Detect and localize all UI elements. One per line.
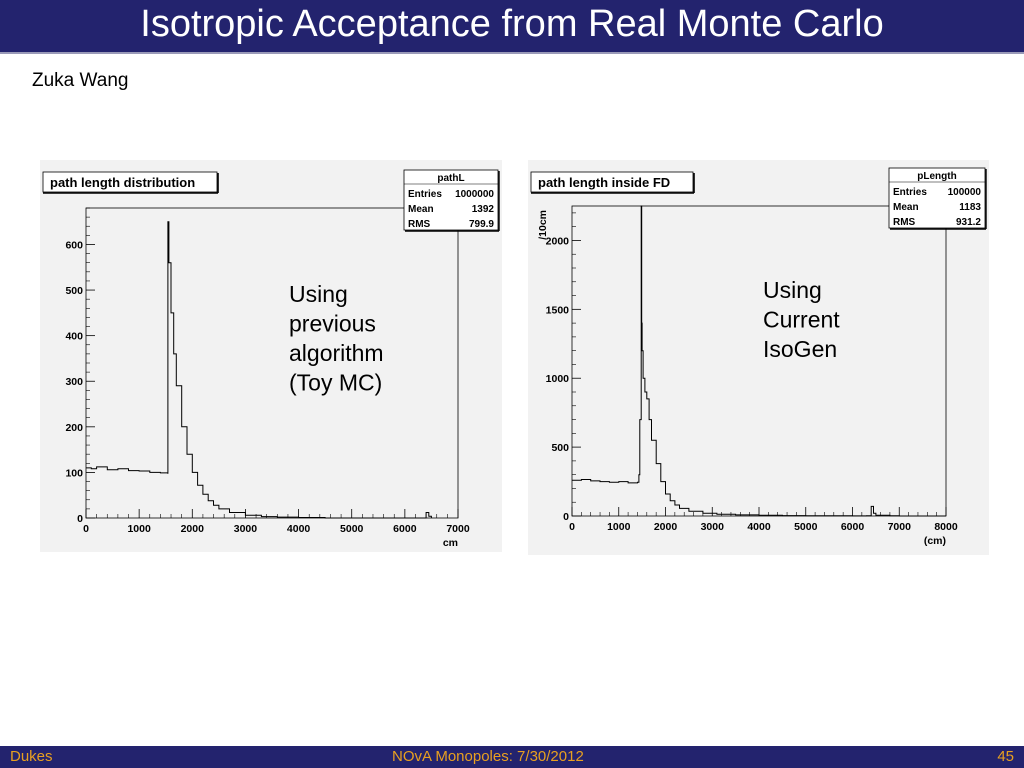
annotation-line: algorithm (289, 340, 384, 366)
y-tick-label: 600 (65, 239, 83, 251)
stats-box: pLength Entries 100000 Mean 1183 RMS 931.2 (888, 167, 987, 230)
page-title: Isotropic Acceptance from Real Monte Car… (140, 3, 884, 45)
stats-label: Mean (893, 202, 919, 213)
y-tick-label: 500 (551, 442, 569, 454)
chart-svg: 0 1000 2000 3000 4000 5000 6000 7000 0 100 200 300 4… (42, 169, 500, 549)
x-tick-label: 2000 (181, 523, 205, 535)
plot-frame (571, 205, 947, 517)
stats-value: 1000000 (455, 189, 494, 200)
annotation-line: previous (289, 311, 376, 337)
stats-value: 931.2 (956, 217, 981, 228)
annotation-line: IsoGen (763, 336, 837, 362)
stats-name: pathL (437, 173, 464, 184)
x-tick-label: 7000 (446, 523, 470, 535)
stats-value: 1183 (959, 202, 981, 213)
annotation-line: Using (289, 281, 348, 307)
y-tick-label: 500 (65, 285, 83, 297)
x-tick-label: 3000 (234, 523, 258, 535)
x-tick-label: 6000 (393, 523, 417, 535)
y-tick-label: 200 (65, 422, 83, 434)
title-box (42, 171, 218, 193)
y-tick-label: 300 (65, 376, 83, 388)
stats-label: RMS (408, 219, 431, 230)
x-tick-label: 1000 (607, 521, 631, 533)
x-tick-label: 5000 (340, 523, 364, 535)
x-tick-label: 0 (83, 523, 89, 535)
chart-title: path length inside FD (538, 175, 670, 190)
histogram-line (86, 221, 432, 519)
y-tick-label: 400 (65, 331, 83, 343)
x-tick-label: 7000 (888, 521, 912, 533)
x-tick-label: 6000 (841, 521, 865, 533)
stats-value: 1392 (472, 204, 495, 215)
histogram-line (572, 205, 946, 517)
footer-bar: Dukes NOvA Monopoles: 7/30/2012 45 (0, 746, 1024, 768)
footer-left: Dukes (10, 748, 53, 765)
title-box (530, 171, 694, 193)
y-tick-label: 2000 (546, 235, 570, 247)
plot-left: 0 1000 2000 3000 4000 5000 6000 7000 0 100 200 300 4… (40, 160, 502, 552)
stats-label: Entries (408, 189, 442, 200)
x-tick-label: 5000 (794, 521, 818, 533)
stats-label: Mean (408, 204, 434, 215)
x-tick-label: 2000 (654, 521, 678, 533)
stats-name: pLength (917, 171, 956, 182)
annotation-line: Using (763, 277, 822, 303)
footer-page-number: 45 (997, 748, 1014, 765)
y-tick-label: 0 (563, 511, 569, 523)
title-bar: Isotropic Acceptance from Real Monte Car… (0, 0, 1024, 54)
x-axis-label: (cm) (924, 535, 946, 547)
stats-value: 799.9 (469, 219, 494, 230)
y-tick-label: 1000 (546, 373, 570, 385)
annotation-line: Current (763, 307, 840, 333)
y-tick-label: 100 (65, 467, 83, 479)
stats-label: RMS (893, 217, 916, 228)
y-tick-label: 0 (77, 513, 83, 525)
x-tick-label: 0 (569, 521, 575, 533)
x-tick-label: 4000 (287, 523, 311, 535)
y-axis-label: /10cm (537, 210, 549, 240)
x-axis-label: cm (443, 537, 458, 549)
chart-svg: 0 1000 2000 3000 4000 5000 6000 7000 8000 0 500 100… (530, 167, 987, 547)
annotation-line: (Toy MC) (289, 370, 382, 396)
stats-value: 100000 (948, 187, 982, 198)
author-name: Zuka Wang (32, 70, 129, 91)
stats-label: Entries (893, 187, 927, 198)
stats-frame (888, 167, 986, 229)
y-tick-label: 1500 (546, 304, 570, 316)
plot-right: 0 1000 2000 3000 4000 5000 6000 7000 8000 0 500 100… (528, 160, 989, 555)
chart-title: path length distribution (50, 175, 195, 190)
footer-center: NOvA Monopoles: 7/30/2012 (392, 748, 584, 765)
x-tick-label: 8000 (934, 521, 958, 533)
x-tick-label: 4000 (747, 521, 771, 533)
x-tick-label: 3000 (701, 521, 725, 533)
stats-box: pathL Entries 1000000 Mean 1392 RMS 799.9 (403, 169, 500, 232)
x-tick-label: 1000 (127, 523, 151, 535)
stats-frame (403, 169, 499, 231)
